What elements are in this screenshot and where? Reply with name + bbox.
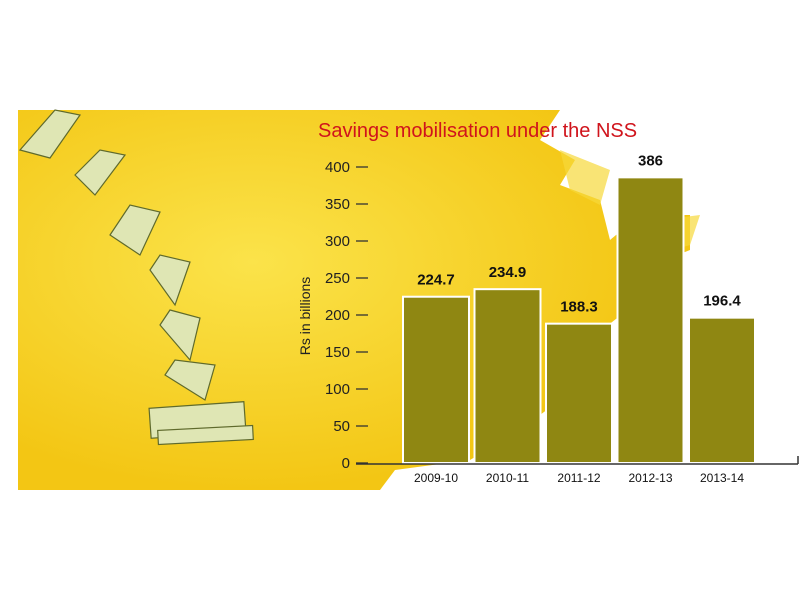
x-tick-label: 2011-12 [557, 471, 600, 485]
bar-2013-14 [688, 316, 756, 464]
y-axis-label: Rs in billions [297, 277, 313, 356]
chart-title: Savings mobilisation under the NSS [318, 120, 637, 142]
y-tick-label: 0 [342, 455, 350, 472]
data-label: 188.3 [560, 299, 598, 316]
data-label: 234.9 [489, 264, 527, 281]
y-tick-label: 300 [325, 233, 350, 250]
y-tick-label: 50 [333, 418, 350, 435]
data-label: 196.4 [703, 293, 741, 310]
y-tick-label: 150 [325, 344, 350, 361]
x-tick-label: 2012-13 [628, 471, 672, 485]
data-label: 224.7 [417, 272, 455, 289]
data-label: 386 [638, 152, 663, 169]
x-axis: 2009-10 2010-11 2011-12 2012-13 2013-14 [356, 456, 799, 485]
bar-2010-11 [473, 288, 542, 465]
bar-2011-12 [545, 322, 613, 464]
y-axis: 0 50 100 150 200 250 300 350 400 [325, 159, 368, 472]
banknotes-icon [18, 109, 254, 446]
y-tick-label: 350 [325, 196, 350, 213]
x-tick-label: 2010-11 [486, 471, 529, 485]
y-tick-label: 200 [325, 307, 350, 324]
y-tick-label: 400 [325, 159, 350, 176]
x-tick-label: 2009-10 [414, 471, 458, 485]
y-tick-label: 250 [325, 270, 350, 287]
y-tick-label: 100 [325, 381, 350, 398]
bars-group: 224.7 234.9 188.3 386 196.4 [402, 152, 756, 465]
x-tick-label: 2013-14 [700, 471, 744, 485]
bar-2009-10 [402, 295, 470, 464]
bar-2012-13 [616, 176, 685, 465]
